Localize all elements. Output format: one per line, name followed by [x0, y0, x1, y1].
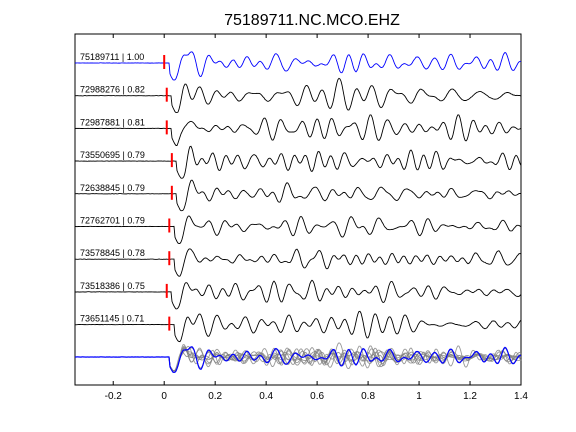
x-tick-label: -0.2 — [105, 391, 123, 402]
trace-line — [75, 145, 522, 179]
x-tick-label: 0 — [161, 391, 167, 402]
trace-72988276: 72988276 | 0.82 — [74, 77, 522, 114]
trace-72638845: 72638845 | 0.79 — [74, 179, 521, 212]
x-tick-label: 0.6 — [310, 391, 324, 402]
plot-frame — [74, 33, 522, 386]
trace-label: 72987881 | 0.81 — [80, 117, 145, 127]
trace-label: 73550695 | 0.79 — [80, 150, 145, 160]
trace-73651145: 73651145 | 0.71 — [74, 310, 522, 343]
x-tick-label: 0.2 — [208, 391, 222, 402]
trace-75189711: 75189711 | 1.00 — [74, 51, 522, 81]
x-tick-label: 1 — [416, 391, 422, 402]
chart-title: 75189711.NC.MCO.EHZ — [224, 12, 400, 29]
trace-label: 73518386 | 0.75 — [80, 281, 145, 291]
trace-label: 72988276 | 0.82 — [80, 85, 145, 95]
trace-line — [74, 51, 522, 81]
trace-line — [74, 77, 522, 114]
trace-line — [74, 179, 521, 212]
x-tick-label: 1.2 — [463, 391, 477, 402]
x-axis: -0.2 0 0.2 0.4 0.6 0.8 1 1.2 1.4 — [105, 34, 528, 402]
trace-73518386: 73518386 | 0.75 — [75, 279, 522, 310]
trace-label: 75189711 | 1.00 — [80, 52, 144, 62]
traces: 75189711 | 1.00 72988276 | 0.82 72987881 |… — [74, 51, 522, 343]
plot-area — [74, 33, 522, 386]
stack-reference — [74, 346, 521, 374]
trace-label: 73651145 | 0.71 — [80, 314, 144, 324]
x-tick-label: 0.4 — [259, 391, 273, 402]
trace-line — [74, 114, 522, 146]
trace-label: 73578845 | 0.78 — [80, 248, 145, 258]
trace-label: 72638845 | 0.79 — [80, 183, 145, 193]
trace-line — [75, 215, 522, 244]
stack-overlay — [74, 342, 522, 374]
trace-line — [75, 279, 522, 310]
trace-label: 72762701 | 0.79 — [80, 216, 145, 226]
trace-73550695: 73550695 | 0.79 — [75, 145, 522, 179]
trace-72762701: 72762701 | 0.79 — [75, 215, 522, 244]
x-tick-label: 1.4 — [514, 391, 528, 402]
x-tick-label: 0.8 — [361, 391, 375, 402]
trace-72987881: 72987881 | 0.81 — [74, 114, 522, 146]
trace-73578845: 73578845 | 0.78 — [75, 248, 522, 277]
trace-line — [75, 248, 522, 277]
trace-line — [74, 310, 522, 343]
